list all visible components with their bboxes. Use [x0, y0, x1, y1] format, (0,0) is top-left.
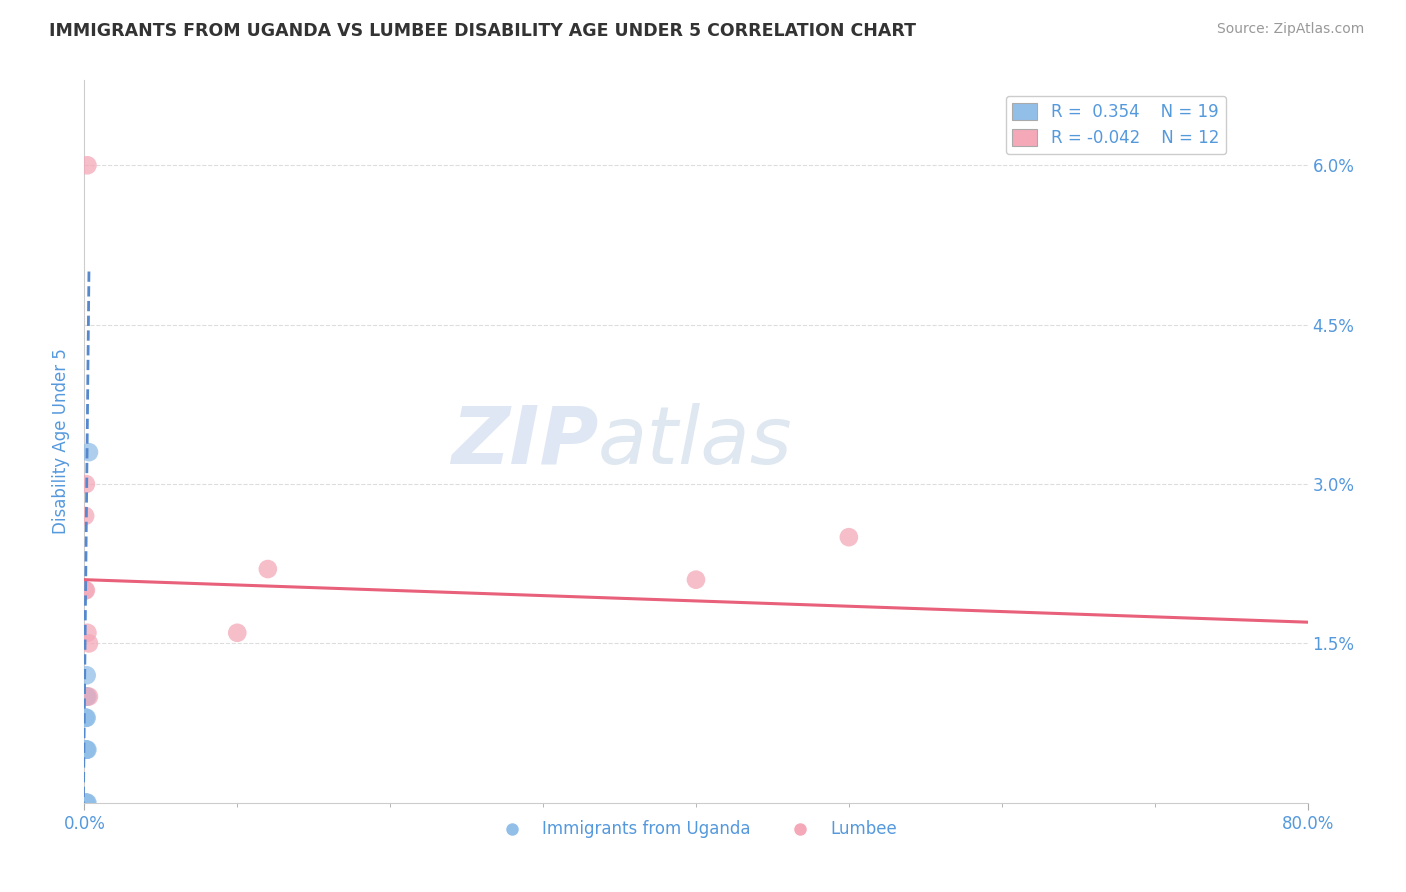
Point: [77, 690, 100, 704]
Point: [257, 562, 280, 576]
Point: [76, 158, 98, 172]
Point: [75, 477, 97, 491]
Point: [76, 796, 98, 810]
Text: ZIP: ZIP: [451, 402, 598, 481]
Point: [76, 796, 98, 810]
Point: [75, 583, 97, 598]
Point: [75, 508, 97, 523]
Point: [76, 742, 98, 756]
Point: [76, 625, 98, 640]
Y-axis label: Disability Age Under 5: Disability Age Under 5: [52, 349, 70, 534]
Point: [75, 711, 97, 725]
Point: [77, 636, 100, 650]
Point: [685, 573, 707, 587]
Point: [75, 583, 97, 598]
Point: [75, 711, 97, 725]
Point: [76, 690, 98, 704]
Point: [75, 742, 97, 756]
Point: [75, 742, 97, 756]
Point: [76, 711, 98, 725]
Point: [226, 625, 249, 640]
Point: [838, 530, 860, 544]
Text: atlas: atlas: [598, 402, 793, 481]
Legend: Immigrants from Uganda, Lumbee: Immigrants from Uganda, Lumbee: [488, 814, 904, 845]
Point: [75, 796, 97, 810]
Point: [75, 690, 97, 704]
Point: [75, 796, 97, 810]
Text: Source: ZipAtlas.com: Source: ZipAtlas.com: [1216, 22, 1364, 37]
Point: [75, 742, 97, 756]
Point: [75, 742, 97, 756]
Point: [75, 796, 97, 810]
Text: IMMIGRANTS FROM UGANDA VS LUMBEE DISABILITY AGE UNDER 5 CORRELATION CHART: IMMIGRANTS FROM UGANDA VS LUMBEE DISABIL…: [49, 22, 917, 40]
Point: [77, 445, 100, 459]
Point: [76, 742, 98, 756]
Point: [75, 690, 97, 704]
Point: [76, 668, 98, 682]
